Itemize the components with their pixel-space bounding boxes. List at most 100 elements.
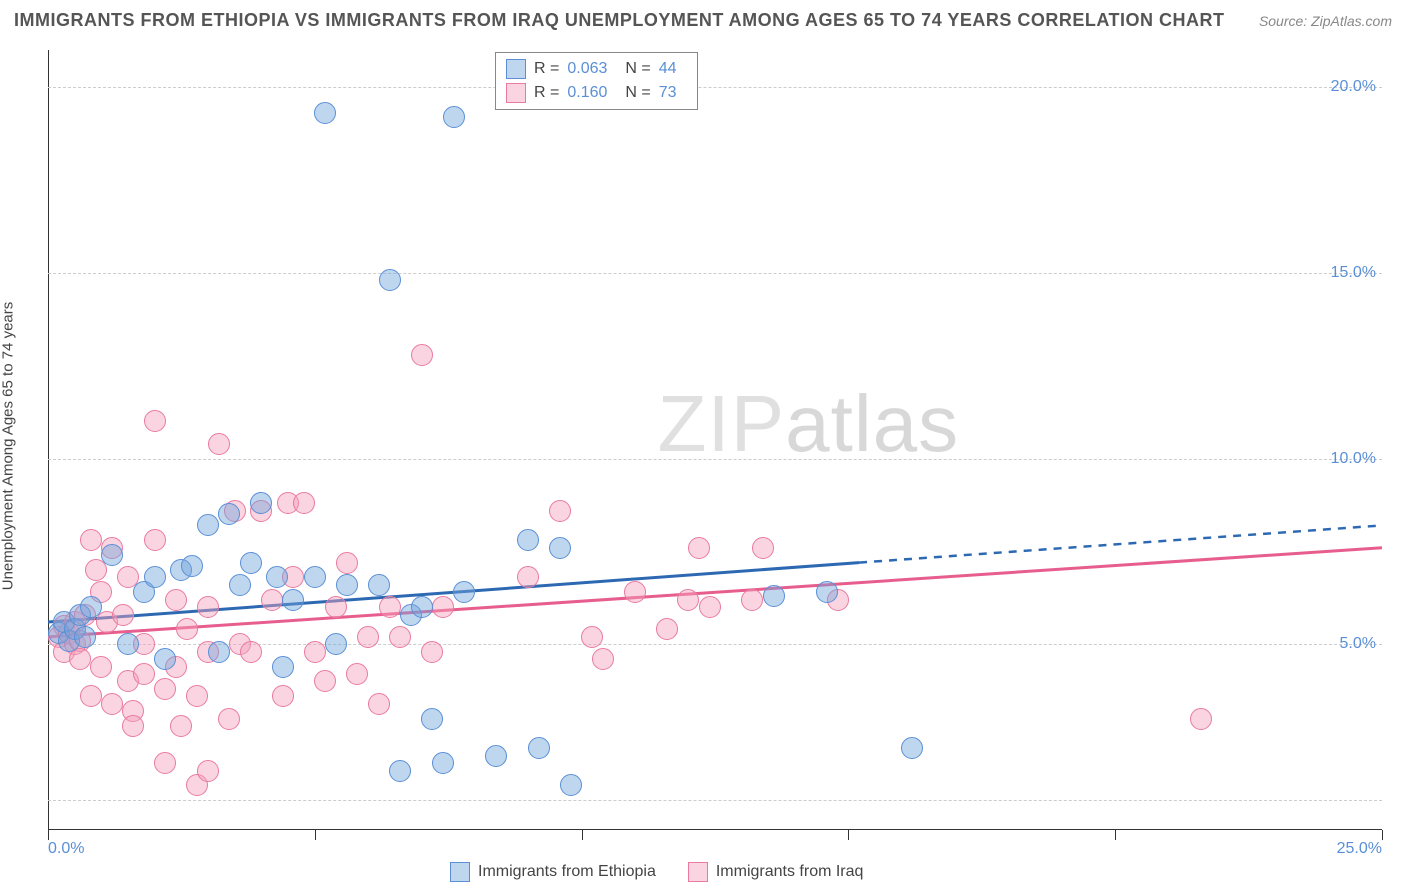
point-ethiopia [154,648,176,670]
point-iraq [346,663,368,685]
point-iraq [677,589,699,611]
point-iraq [197,596,219,618]
chart-title: IMMIGRANTS FROM ETHIOPIA VS IMMIGRANTS F… [14,10,1225,31]
point-iraq [154,752,176,774]
point-iraq [144,410,166,432]
legend-item-iraq: Immigrants from Iraq [688,862,864,882]
point-ethiopia [411,596,433,618]
point-iraq [336,552,358,574]
x-tick-label: 0.0% [48,840,84,858]
point-iraq [293,492,315,514]
point-iraq [379,596,401,618]
r-value-iraq: 0.160 [567,81,607,105]
point-iraq [170,715,192,737]
legend-label-iraq: Immigrants from Iraq [716,863,864,881]
point-ethiopia [421,708,443,730]
point-ethiopia [549,537,571,559]
point-iraq [101,693,123,715]
point-ethiopia [368,574,390,596]
scatter-plot: ZIPatlas 5.0%10.0%15.0%20.0%0.0%25.0% [48,50,1382,830]
point-ethiopia [74,626,96,648]
point-ethiopia [101,544,123,566]
point-iraq [421,641,443,663]
point-iraq [1190,708,1212,730]
point-iraq [261,589,283,611]
legend-row-iraq: R = 0.160 N = 73 [506,81,687,105]
point-iraq [218,708,240,730]
point-ethiopia [528,737,550,759]
point-ethiopia [181,555,203,577]
point-ethiopia [453,581,475,603]
trend-lines [48,50,1382,830]
point-iraq [517,566,539,588]
point-ethiopia [266,566,288,588]
point-iraq [624,581,646,603]
point-iraq [357,626,379,648]
r-label: R = [534,81,559,105]
n-label: N = [625,57,650,81]
point-iraq [389,626,411,648]
point-ethiopia [816,581,838,603]
x-tick [315,830,316,840]
point-iraq [122,715,144,737]
point-iraq [80,529,102,551]
point-iraq [549,500,571,522]
point-ethiopia [304,566,326,588]
point-iraq [581,626,603,648]
point-iraq [699,596,721,618]
x-tick-label: 25.0% [1337,840,1382,858]
point-iraq [304,641,326,663]
grid-line [48,273,1382,274]
point-iraq [90,656,112,678]
point-iraq [69,648,91,670]
point-ethiopia [250,492,272,514]
x-tick [1115,830,1116,840]
point-iraq [432,596,454,618]
point-iraq [165,589,187,611]
swatch-iraq [506,83,526,103]
point-ethiopia [197,514,219,536]
y-axis-label: Unemployment Among Ages 65 to 74 years [0,302,17,591]
point-ethiopia [443,106,465,128]
point-ethiopia [272,656,294,678]
point-iraq [272,685,294,707]
point-ethiopia [117,633,139,655]
x-tick [1382,830,1383,840]
point-ethiopia [218,503,240,525]
point-ethiopia [379,269,401,291]
point-iraq [176,618,198,640]
x-tick [848,830,849,840]
trend-dashed-ethiopia [859,525,1382,562]
point-ethiopia [432,752,454,774]
point-iraq [368,693,390,715]
n-label: N = [625,81,650,105]
series-legend: Immigrants from Ethiopia Immigrants from… [450,862,863,882]
point-ethiopia [485,745,507,767]
point-iraq [144,529,166,551]
x-tick [582,830,583,840]
point-ethiopia [389,760,411,782]
y-tick-label: 15.0% [1331,264,1376,282]
x-tick [48,830,49,840]
grid-line [48,87,1382,88]
point-iraq [325,596,347,618]
point-iraq [240,641,262,663]
legend-item-ethiopia: Immigrants from Ethiopia [450,862,656,882]
y-tick-label: 20.0% [1331,78,1376,96]
y-tick-label: 5.0% [1340,635,1376,653]
point-ethiopia [314,102,336,124]
swatch-ethiopia [450,862,470,882]
correlation-legend: R = 0.063 N = 44 R = 0.160 N = 73 [495,52,698,110]
point-ethiopia [517,529,539,551]
point-iraq [752,537,774,559]
r-label: R = [534,57,559,81]
point-ethiopia [80,596,102,618]
legend-row-ethiopia: R = 0.063 N = 44 [506,57,687,81]
point-iraq [154,678,176,700]
point-iraq [186,685,208,707]
point-ethiopia [336,574,358,596]
point-ethiopia [901,737,923,759]
source-label: Source: ZipAtlas.com [1259,13,1392,29]
header: IMMIGRANTS FROM ETHIOPIA VS IMMIGRANTS F… [14,10,1392,31]
swatch-ethiopia [506,59,526,79]
